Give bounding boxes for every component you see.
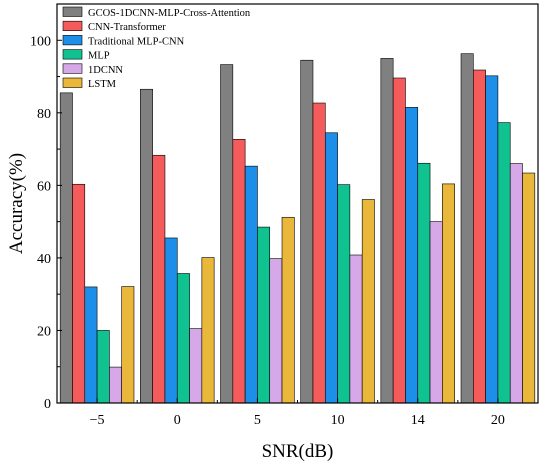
bar (300, 59, 314, 404)
legend-label: Traditional MLP-CNN (88, 36, 185, 47)
bar (485, 75, 499, 404)
y-tick-label: 100 (30, 34, 51, 49)
legend-label: LSTM (88, 79, 117, 90)
x-axis-label: SNR(dB) (262, 441, 334, 462)
bar (509, 163, 523, 404)
legend-label: CNN-Transformer (88, 22, 166, 33)
y-tick-label: 80 (37, 107, 51, 122)
legend-swatch (62, 63, 83, 74)
legend-swatch (62, 35, 83, 46)
bar (392, 77, 406, 404)
bar (72, 183, 86, 404)
bar (232, 139, 246, 404)
bar (380, 58, 394, 404)
bar (417, 162, 431, 404)
bar (96, 330, 110, 404)
bar (429, 221, 443, 404)
y-axis-label: Accuracy(%) (6, 153, 27, 254)
legend-swatch (62, 6, 83, 17)
bar (473, 69, 486, 404)
x-tick-label: 0 (174, 413, 181, 428)
x-tick-label: −5 (90, 413, 105, 428)
bar (109, 366, 122, 404)
bar (257, 226, 271, 404)
bar (460, 53, 474, 404)
x-tick-label: 20 (491, 413, 505, 428)
bar (405, 107, 419, 404)
legend: GCOS-1DCNN-MLP-Cross-Attention CNN-Transf… (62, 6, 251, 90)
bar (349, 254, 363, 404)
bars-layer (59, 53, 536, 404)
legend-swatch (62, 49, 83, 60)
bar (201, 257, 215, 404)
bar (84, 286, 98, 404)
legend-label: GCOS-1DCNN-MLP-Cross-Attention (88, 8, 251, 19)
bar (269, 258, 283, 404)
x-tick-label: 10 (331, 413, 345, 428)
bar (497, 122, 511, 404)
bar (337, 184, 351, 404)
bar (189, 328, 203, 404)
legend-label: 1DCNN (88, 65, 123, 76)
y-tick-label: 20 (37, 324, 51, 339)
bar (324, 132, 338, 404)
x-tick-label: 5 (254, 413, 261, 428)
legend-swatch (62, 77, 83, 88)
legend-swatch (62, 20, 83, 32)
bar (164, 237, 178, 404)
axes-layer: 0 20 40 60 80 100 −5 0 5 10 14 20 (30, 3, 539, 428)
bar (522, 172, 536, 404)
bar (312, 102, 326, 404)
x-tick-label: 14 (411, 413, 425, 428)
y-tick-label: 0 (44, 397, 51, 412)
y-tick-label: 60 (37, 179, 51, 194)
bar (152, 154, 166, 404)
bar (176, 273, 190, 404)
bar (281, 216, 295, 404)
legend-label: MLP (88, 51, 110, 62)
bar (59, 92, 73, 404)
bar (244, 165, 258, 404)
bar (220, 64, 234, 404)
bar (442, 183, 455, 404)
y-tick-label: 40 (37, 252, 51, 267)
bar (121, 286, 135, 404)
bar (140, 88, 153, 404)
bar (361, 199, 375, 404)
